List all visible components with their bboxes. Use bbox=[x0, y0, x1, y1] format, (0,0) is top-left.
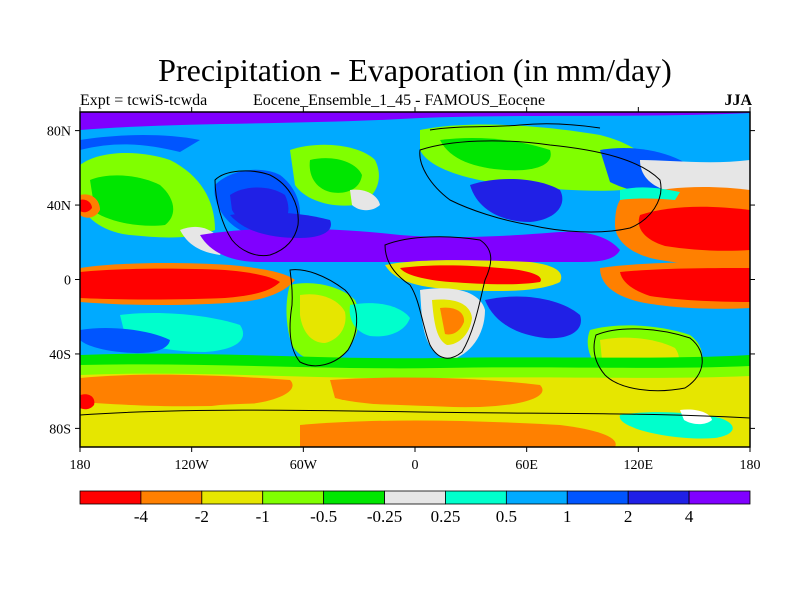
field-natlantic-grey bbox=[350, 189, 380, 211]
coast-arctic bbox=[429, 123, 601, 131]
field-eurasia-darkgreen bbox=[440, 138, 551, 171]
coast-eurasia bbox=[419, 140, 662, 233]
lon-tick-label: 180 bbox=[740, 458, 761, 473]
field-satlantic-cyan bbox=[349, 303, 410, 337]
coast-africa bbox=[384, 236, 492, 359]
lon-tick-label: 0 bbox=[412, 458, 419, 473]
colorbar-swatch bbox=[566, 490, 629, 505]
colorbar-label: -4 bbox=[134, 507, 149, 526]
field-npac-darkgreen bbox=[90, 175, 174, 226]
field-npac-red bbox=[80, 199, 92, 213]
colorbar: -4 -2 -1 -0.5 -0.25 0.25 0.5 1 2 4 bbox=[79, 490, 751, 526]
field-safrica-orange bbox=[440, 307, 465, 335]
colorbar-swatch bbox=[384, 490, 446, 505]
lat-tick-label: 0 bbox=[64, 274, 71, 289]
field-antarctic-orange bbox=[300, 420, 616, 447]
field-samerica-yellow bbox=[300, 294, 346, 343]
coast-australia bbox=[593, 328, 703, 392]
field-subtropical-indigo bbox=[230, 212, 331, 238]
colorbar-swatch bbox=[140, 490, 203, 505]
coast-samerica bbox=[289, 269, 358, 367]
field-southern-orange-mid bbox=[330, 377, 543, 408]
colorbar-label: -1 bbox=[256, 507, 270, 526]
field-eqpac-east-red bbox=[620, 268, 750, 302]
colorbar-swatch bbox=[627, 490, 690, 505]
colorbar-label: 0.25 bbox=[431, 507, 461, 526]
colorbar-label: -0.5 bbox=[310, 507, 337, 526]
coast-namerica bbox=[214, 170, 299, 257]
colorbar-swatch bbox=[201, 490, 264, 505]
field-spac-blue bbox=[80, 328, 170, 354]
lat-tick-label: 80N bbox=[47, 125, 71, 140]
field-eqpac-red bbox=[80, 268, 280, 300]
season-label: JJA bbox=[724, 92, 752, 109]
colorbar-swatch bbox=[79, 490, 142, 505]
field-eqafrica-red bbox=[400, 265, 541, 285]
colorbar-swatch bbox=[688, 490, 751, 505]
lon-tick-label: 120E bbox=[624, 458, 654, 473]
field-indian-indigo bbox=[485, 296, 581, 339]
colorbar-swatch bbox=[262, 490, 325, 505]
figure-title: Precipitation - Evaporation (in mm/day) bbox=[158, 52, 672, 88]
field-arctic-purple bbox=[80, 112, 750, 130]
field-antarctic-white bbox=[680, 409, 712, 425]
field-natlantic-darkgreen bbox=[309, 158, 362, 193]
lon-tick-label: 180 bbox=[70, 458, 91, 473]
longitude-axis: 180 120W 60W 0 60E 120E 180 bbox=[70, 107, 761, 473]
field-npac-east-grey bbox=[640, 160, 750, 194]
colorbar-swatch bbox=[445, 490, 507, 505]
colorbar-label: 1 bbox=[563, 507, 572, 526]
field-southern-orange-west bbox=[80, 374, 293, 407]
experiment-label: Expt = tcwiS-tcwda bbox=[80, 92, 208, 109]
colorbar-label: -0.25 bbox=[367, 507, 402, 526]
lat-tick-label: 40S bbox=[49, 348, 71, 363]
colorbar-swatch bbox=[505, 490, 568, 505]
colorbar-swatch bbox=[323, 490, 385, 505]
lon-tick-label: 60W bbox=[290, 458, 318, 473]
coast-antarctica bbox=[80, 409, 750, 419]
latitude-axis: 80N 40N 0 40S 80S bbox=[47, 125, 755, 437]
field-southern-red bbox=[80, 394, 95, 410]
lat-tick-label: 40N bbox=[47, 199, 71, 214]
colorbar-label: 0.5 bbox=[496, 507, 517, 526]
pe-field bbox=[80, 112, 750, 447]
colorbar-label: -2 bbox=[195, 507, 209, 526]
colorbar-label: 4 bbox=[685, 507, 694, 526]
ensemble-label: Eocene_Ensemble_1_45 - FAMOUS_Eocene bbox=[253, 92, 546, 109]
field-wpac-red bbox=[638, 206, 750, 251]
field-asia-indigo bbox=[470, 178, 563, 222]
lon-tick-label: 60E bbox=[515, 458, 538, 473]
colorbar-label: 2 bbox=[624, 507, 633, 526]
coastlines bbox=[80, 123, 750, 419]
field-wpac-cyan bbox=[620, 187, 680, 200]
field-arctic-blue bbox=[80, 135, 200, 152]
lon-tick-label: 120W bbox=[175, 458, 210, 473]
lat-tick-label: 80S bbox=[49, 422, 71, 437]
